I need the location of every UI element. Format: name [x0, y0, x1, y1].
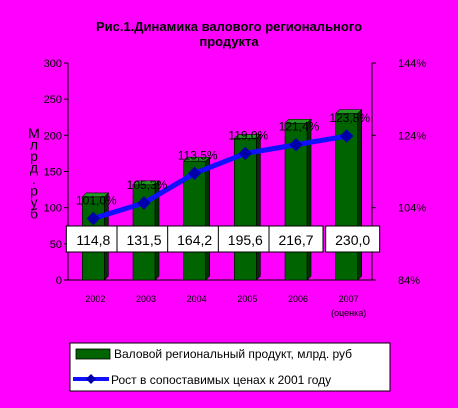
legend-line-marker: [86, 374, 96, 384]
y-tick-label: 50: [50, 239, 62, 251]
bar-data-label: 131,5: [126, 232, 161, 248]
y2-tick-label: 124%: [398, 130, 426, 142]
growth-line: [92, 133, 348, 221]
legend-bar-swatch: [75, 348, 111, 360]
y2-tick-label: 144%: [398, 58, 426, 70]
growth-data-label: 121,4%: [279, 120, 320, 134]
y-axis-label-char: л: [30, 137, 38, 153]
x-tick-label: 2007: [339, 294, 359, 304]
y-tick-label: 250: [44, 94, 62, 106]
legend-label-bars: Валовой региональный продукт, млрд. руб: [114, 347, 352, 361]
y-axis-label-char: д: [30, 160, 38, 176]
chart-title-line: продукта: [199, 34, 259, 49]
y-tick-label: 150: [44, 167, 62, 179]
growth-point: [86, 211, 101, 226]
y-axis-label-char: у: [31, 194, 38, 210]
y-axis-label-char: М: [28, 125, 40, 141]
growth-point: [137, 196, 151, 210]
bar-data-label-box: [65, 225, 121, 253]
bar-side: [205, 156, 210, 281]
y-tick-label: 200: [44, 130, 62, 142]
y2-tick-label: 104%: [398, 203, 426, 215]
bar-data-label: 230,0: [335, 232, 370, 248]
growth-data-label: 119,0%: [228, 128, 268, 142]
y-axis-label-char: р: [30, 148, 38, 164]
bar-side: [256, 133, 261, 281]
bar-data-label: 164,2: [177, 232, 212, 248]
x-tick-label: 2003: [136, 294, 156, 304]
bar-data-label-box: [325, 225, 381, 253]
y-tick-label: 300: [44, 58, 62, 70]
y-tick-label: 0: [56, 275, 62, 287]
y-axis-label-char: р: [30, 183, 38, 199]
bar-side: [357, 108, 362, 281]
x-tick-label: 2005: [237, 294, 257, 304]
bar-data-label: 195,6: [228, 232, 263, 248]
growth-data-label: 101,0%: [76, 194, 117, 208]
bar-data-label-box: [116, 225, 172, 253]
growth-data-label: 105,3%: [127, 178, 168, 192]
legend-label-line: Рост в сопоставимых ценах к 2001 году: [111, 373, 331, 387]
y-axis-label-char: .: [32, 171, 36, 187]
bar-data-label-box: [268, 225, 324, 253]
y2-tick-label: 84%: [398, 275, 420, 287]
growth-point: [187, 166, 202, 181]
chart-title-line: Рис.1.Динамика валового регионального: [96, 19, 362, 34]
growth-data-label: 123,8%: [329, 111, 370, 125]
y-tick-label: 100: [44, 203, 62, 215]
x-tick-label: 2006: [288, 294, 308, 304]
growth-point: [238, 146, 253, 161]
growth-point: [339, 129, 354, 143]
x-tick-label: 2002: [85, 294, 105, 304]
legend-box: [69, 342, 391, 392]
bar-data-label: 216,7: [278, 232, 313, 248]
growth-data-label: 113,5%: [178, 148, 218, 162]
x-tick-label: 2004: [187, 294, 207, 304]
y-axis-label-char: б: [30, 206, 38, 222]
x-tick-sublabel: (оценка): [331, 308, 366, 318]
growth-point: [289, 138, 303, 152]
bar-data-label: 114,8: [76, 232, 110, 248]
